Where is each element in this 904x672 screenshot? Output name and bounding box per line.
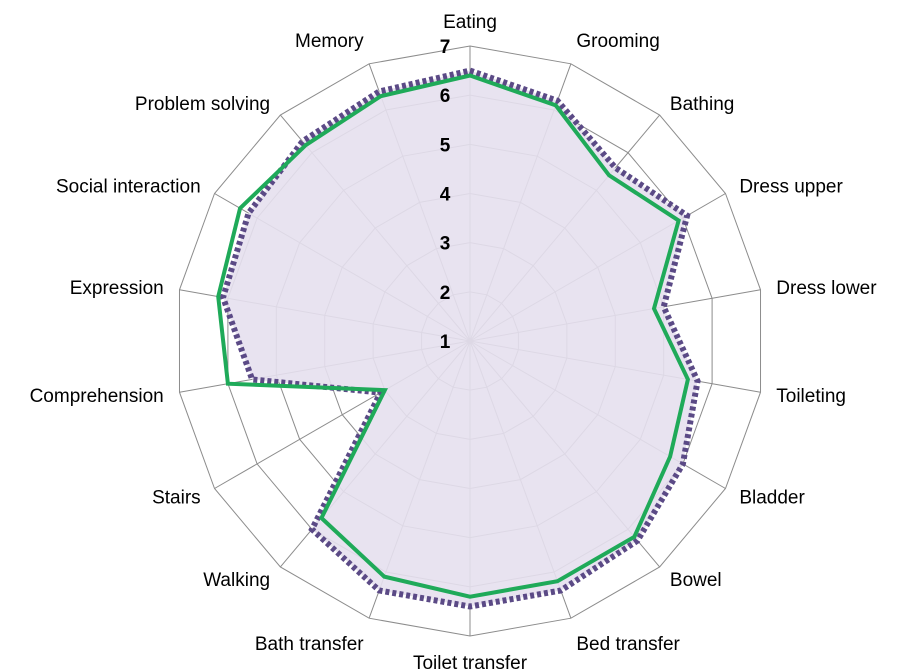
category-label: Social interaction bbox=[56, 177, 201, 198]
radial-tick-labels: 1 2 3 4 5 6 7 bbox=[440, 37, 451, 353]
category-label: Memory bbox=[295, 31, 364, 52]
category-label: Walking bbox=[203, 570, 270, 591]
tick-label: 3 bbox=[440, 234, 451, 255]
category-label: Toilet transfer bbox=[413, 653, 528, 672]
category-label: Problem solving bbox=[135, 94, 270, 115]
series-dotted-area bbox=[219, 67, 701, 610]
category-label: Toileting bbox=[776, 386, 846, 407]
tick-label: 5 bbox=[440, 135, 451, 156]
category-label: Bladder bbox=[739, 488, 805, 509]
category-label: Stairs bbox=[152, 488, 201, 509]
series-solid-line bbox=[216, 73, 690, 599]
tick-label: 7 bbox=[440, 37, 451, 58]
category-label: Expression bbox=[70, 278, 164, 299]
tick-label: 4 bbox=[440, 185, 451, 206]
category-label: Grooming bbox=[576, 31, 659, 52]
tick-label: 1 bbox=[440, 332, 451, 353]
category-label: Bowel bbox=[670, 570, 722, 591]
category-labels: Eating Grooming Bathing Dress upper Dress lo… bbox=[30, 12, 878, 672]
tick-label: 2 bbox=[440, 283, 451, 304]
tick-label: 6 bbox=[440, 86, 451, 107]
category-label: Bathing bbox=[670, 94, 734, 115]
category-label: Dress upper bbox=[739, 177, 843, 198]
category-label: Comprehension bbox=[30, 386, 164, 407]
series-layer bbox=[216, 67, 701, 610]
category-label: Dress lower bbox=[776, 278, 877, 299]
category-label: Bath transfer bbox=[255, 634, 364, 655]
category-label: Bed transfer bbox=[576, 634, 680, 655]
category-label: Eating bbox=[443, 12, 497, 33]
